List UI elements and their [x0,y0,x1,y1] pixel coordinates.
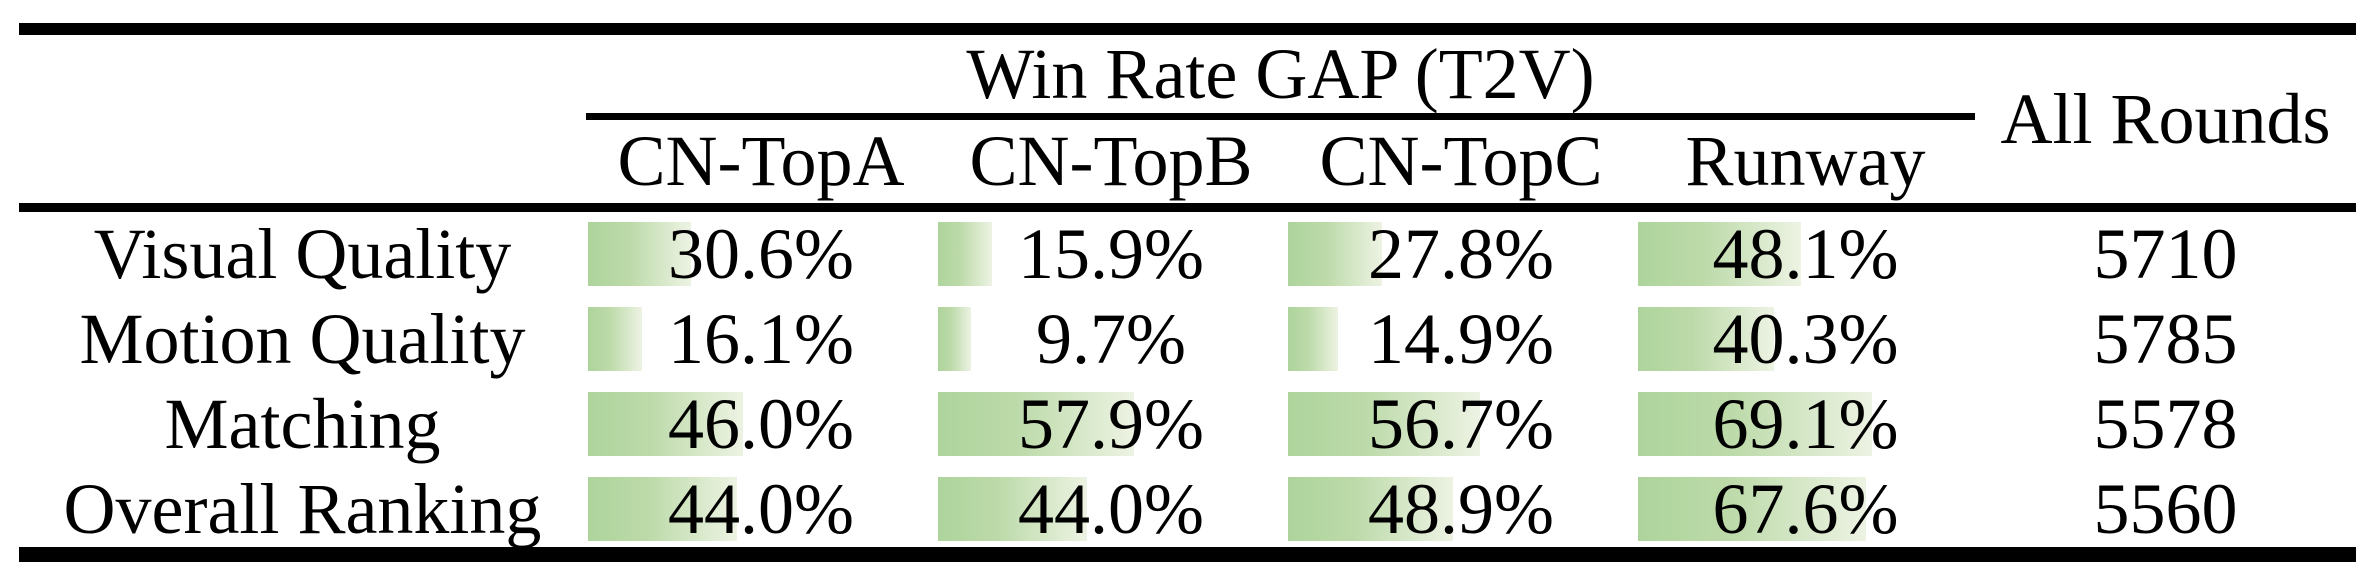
row-label-visual-quality: Visual Quality [93,214,512,294]
win-rate-value: 67.6% [1712,469,1899,549]
header-body-separator-rule [19,203,2356,212]
all-rounds-value: 5710 [2093,214,2238,294]
win-rate-value: 57.9% [1018,384,1204,464]
table-bottom-rule [19,547,2356,562]
data-cell: 46.0% [586,382,936,467]
row-label-matching: Matching [164,384,441,464]
win-rate-bar [1288,222,1382,286]
win-rate-bar [1638,392,1872,456]
data-cell: 69.1% [1636,382,1975,467]
data-cell: 30.6% [586,212,936,297]
column-header-cn-topa: CN-TopA [617,121,905,201]
all-rounds-cell: 5785 [1975,297,2356,382]
table-top-rule [19,23,2356,35]
win-rate-bar [1288,392,1480,456]
win-rate-value: 69.1% [1712,384,1899,464]
data-cell: 44.0% [936,467,1286,552]
win-rate-value: 48.1% [1712,214,1899,294]
column-header-runway: Runway [1685,121,1926,201]
data-cell: 16.1% [586,297,936,382]
data-cell: 40.3% [1636,297,1975,382]
win-rate-bar [588,222,692,286]
win-rate-bar [1638,222,1801,286]
data-cell: 14.9% [1286,297,1636,382]
data-cell: 48.1% [1636,212,1975,297]
data-cell: 15.9% [936,212,1286,297]
win-rate-value: 14.9% [1368,299,1554,379]
all-rounds-cell: 5710 [1975,212,2356,297]
data-cell: 9.7% [936,297,1286,382]
win-rate-bar [938,307,971,371]
data-cell: 57.9% [936,382,1286,467]
all-rounds-cell: 5578 [1975,382,2356,467]
group-header-underline-rule [586,113,1975,120]
all-rounds-value: 5785 [2093,299,2238,379]
win-rate-bar [1638,307,1775,371]
data-cell: 56.7% [1286,382,1636,467]
win-rate-value: 30.6% [668,214,854,294]
win-rate-value: 27.8% [1368,214,1554,294]
column-header-cn-topc: CN-TopC [1319,121,1603,201]
row-label-overall-ranking: Overall Ranking [63,469,542,549]
win-rate-value: 46.0% [668,384,854,464]
row-label-motion-quality: Motion Quality [79,299,526,379]
win-rate-bar [938,222,992,286]
win-rate-value: 44.0% [668,469,854,549]
win-rate-bar [1288,307,1339,371]
group-header-win-rate-gap: Win Rate GAP (T2V) [966,33,1595,114]
win-rate-bar [1638,477,1867,541]
win-rate-value: 40.3% [1712,299,1899,379]
all-rounds-cell: 5560 [1975,467,2356,552]
win-rate-value: 9.7% [1036,299,1186,379]
data-cell: 67.6% [1636,467,1975,552]
win-rate-value: 15.9% [1018,214,1204,294]
data-cell: 44.0% [586,467,936,552]
win-rate-bar [588,477,737,541]
win-rate-value: 48.9% [1368,469,1554,549]
win-rate-bar [938,477,1087,541]
win-rate-bar [1288,477,1454,541]
all-rounds-value: 5578 [2093,384,2238,464]
column-header-all-rounds: All Rounds [2000,78,2331,159]
all-rounds-value: 5560 [2093,469,2238,549]
column-header-cn-topb: CN-TopB [969,121,1253,201]
win-rate-value: 56.7% [1368,384,1554,464]
win-rate-bar [588,392,744,456]
data-cell: 27.8% [1286,212,1636,297]
win-rate-bar [588,307,643,371]
win-rate-value: 44.0% [1018,469,1204,549]
win-rate-value: 16.1% [668,299,854,379]
data-cell: 48.9% [1286,467,1636,552]
win-rate-bar [938,392,1134,456]
